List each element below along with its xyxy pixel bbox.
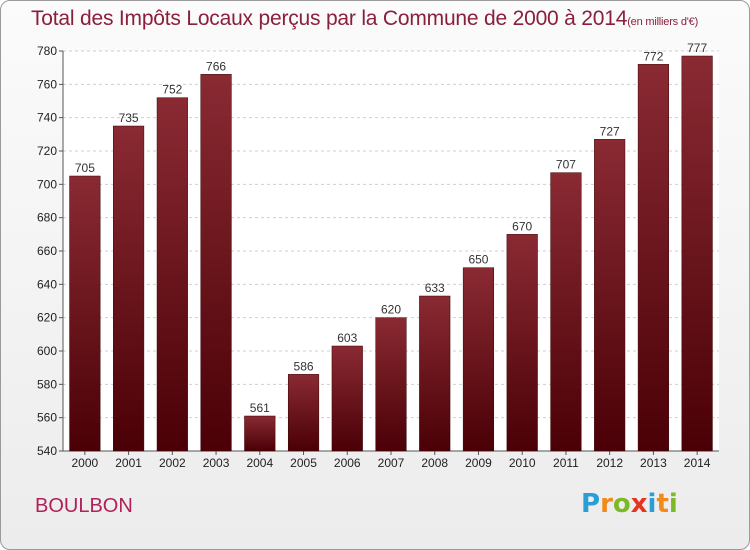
x-tick-label: 2005 — [290, 456, 317, 470]
logo-letter: x — [630, 489, 648, 519]
x-tick-label: 2012 — [596, 456, 623, 470]
x-tick-label: 2004 — [246, 456, 273, 470]
y-tick-labels: 540 560 580 600 620 640 660 680 700 720 740 760 780 — [37, 44, 57, 458]
commune-name: BOULBON — [35, 495, 133, 517]
bar-value-label: 766 — [206, 59, 226, 73]
bar-value-label: 586 — [294, 359, 314, 373]
bar-value-label: 561 — [250, 401, 270, 415]
bar-value-label: 650 — [468, 253, 488, 267]
x-tick-label: 2006 — [334, 456, 361, 470]
bar — [331, 345, 363, 452]
bar-value-label: 727 — [600, 124, 620, 138]
y-tick-label: 680 — [37, 211, 57, 225]
proxiti-logo: Proxiti — [581, 489, 678, 519]
bar-value-label: 705 — [75, 161, 95, 175]
x-tick-label: 2003 — [203, 456, 230, 470]
y-tick-label: 600 — [37, 344, 57, 358]
logo-letter: P — [581, 489, 601, 519]
bar — [681, 55, 713, 452]
bar-value-label: 633 — [425, 281, 445, 295]
y-tick-label: 620 — [37, 311, 57, 325]
x-tick-label: 2000 — [72, 456, 99, 470]
bar — [637, 64, 669, 452]
x-tick-label: 2014 — [684, 456, 711, 470]
x-tick-label: 2011 — [553, 456, 579, 470]
bar — [594, 139, 626, 452]
chart-title-main: Total des Impôts Locaux perçus par la Co… — [31, 7, 628, 30]
bar — [113, 125, 145, 452]
bar — [156, 97, 188, 452]
y-tick-label: 760 — [37, 77, 57, 91]
bars — [69, 55, 713, 452]
logo-letter: r — [600, 489, 613, 519]
bar-value-label: 707 — [556, 158, 576, 172]
bar — [244, 415, 276, 452]
bar — [506, 234, 538, 452]
bar — [69, 175, 101, 452]
y-tick-label: 780 — [37, 44, 57, 58]
x-tick-labels: 2000 2001 2002 2003 2004 2005 2006 2007 2008 2009… — [72, 456, 711, 470]
bar-value-label: 735 — [119, 111, 139, 125]
x-tick-label: 2002 — [159, 456, 186, 470]
bar-value-label: 603 — [337, 331, 357, 345]
chart-title-unit: (en milliers d'€) — [627, 16, 699, 28]
logo-letter: i — [647, 489, 657, 519]
y-tick-label: 740 — [37, 111, 57, 125]
bar-value-label: 670 — [512, 219, 532, 233]
logo-letter: i — [668, 489, 678, 519]
y-tick-label: 640 — [37, 277, 57, 291]
x-tick-label: 2009 — [465, 456, 492, 470]
x-tick-label: 2013 — [640, 456, 667, 470]
y-tick-label: 540 — [37, 444, 57, 458]
bar-value-label: 620 — [381, 303, 401, 317]
logo-letter: t — [656, 489, 669, 519]
y-tick-label: 580 — [37, 377, 57, 391]
y-tick-label: 720 — [37, 144, 57, 158]
bar — [462, 267, 495, 452]
bar-value-labels: 705 735 752 766 561 586 603 620 633 650 670 707 727 7… — [75, 41, 708, 415]
bar — [550, 172, 582, 452]
x-tick-label: 2007 — [378, 456, 405, 470]
bar — [200, 74, 232, 452]
bar — [419, 295, 451, 452]
logo-letter: o — [612, 489, 631, 519]
bar-value-label: 752 — [162, 83, 182, 97]
y-tick-label: 660 — [37, 244, 57, 258]
x-tick-label: 2010 — [509, 456, 536, 470]
x-tick-label: 2008 — [421, 456, 448, 470]
y-tick-label: 700 — [37, 177, 57, 191]
bar-value-label: 772 — [643, 49, 663, 63]
bar — [375, 317, 407, 452]
y-tick-label: 560 — [37, 411, 57, 425]
chart-title: Total des Impôts Locaux perçus par la Co… — [31, 7, 698, 31]
bar — [287, 374, 320, 452]
x-tick-label: 2001 — [115, 456, 142, 470]
bar-value-label: 777 — [687, 41, 707, 55]
